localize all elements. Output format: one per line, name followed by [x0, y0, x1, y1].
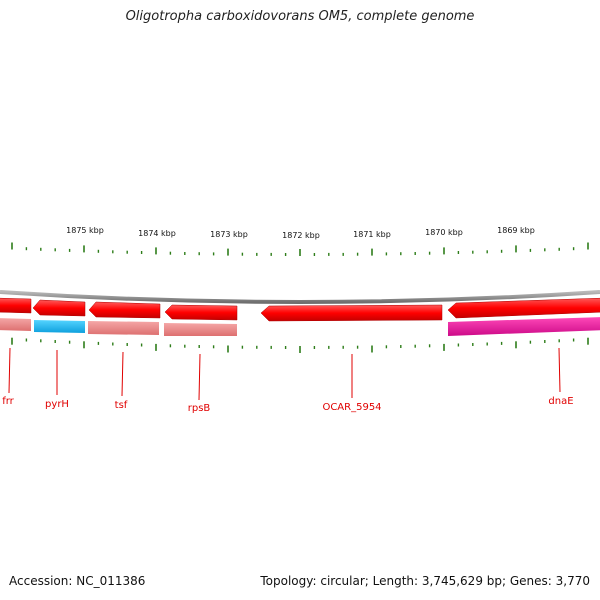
- cds-arrow-rpsB: [164, 304, 238, 321]
- genome-summary-text: Topology: circular; Length: 3,745,629 bp…: [260, 574, 590, 588]
- gene-labels: frr pyrH tsf rpsB OCAR_5954 dnaE: [2, 396, 573, 414]
- gene-label-tsf: tsf: [115, 400, 128, 411]
- kbp-label: 1873 kbp: [210, 230, 248, 239]
- accession-text: Accession: NC_011386: [9, 574, 146, 588]
- scale-ticks-top: [11, 242, 589, 256]
- feature-bar-rpsB: [164, 323, 237, 336]
- scale-ticks-bottom: [11, 337, 589, 353]
- feature-bar-dnaE: [448, 317, 600, 336]
- leader-line-rpsB: [198, 353, 201, 401]
- genome-backbone: [0, 290, 600, 304]
- cds-arrow-tsf: [88, 301, 161, 319]
- cds-arrow-dnaE: [447, 297, 600, 319]
- cds-arrow-frr: [0, 297, 32, 314]
- feature-bar-pyrH: [34, 320, 85, 333]
- gene-label-rpsB: rpsB: [188, 403, 211, 414]
- feature-track-lower: [0, 317, 600, 336]
- gene-leader-lines: [8, 347, 561, 401]
- cds-arrow-pyrH: [32, 299, 86, 317]
- cds-track-upper: [0, 297, 600, 322]
- kbp-label: 1875 kbp: [66, 226, 104, 235]
- kbp-label: 1872 kbp: [282, 231, 320, 240]
- kbp-label: 1869 kbp: [497, 226, 535, 235]
- kbp-tick-labels: 1875 kbp 1874 kbp 1873 kbp 1872 kbp 1871…: [66, 226, 535, 240]
- cds-arrow-OCAR_5954: [260, 304, 443, 322]
- kbp-label: 1874 kbp: [138, 229, 176, 238]
- map-title: Oligotropha carboxidovorans OM5, complet…: [125, 9, 475, 24]
- kbp-label: 1871 kbp: [353, 230, 391, 239]
- gene-label-dnaE: dnaE: [548, 396, 573, 407]
- gene-label-OCAR_5954: OCAR_5954: [322, 402, 381, 413]
- feature-bar-tsf: [88, 321, 159, 335]
- leader-line-tsf: [121, 351, 124, 397]
- kbp-label: 1870 kbp: [425, 228, 463, 237]
- gene-label-frr: frr: [2, 396, 14, 407]
- leader-line-frr: [8, 347, 11, 394]
- feature-bar-frr: [0, 318, 31, 331]
- leader-line-dnaE: [558, 347, 561, 393]
- gene-label-pyrH: pyrH: [45, 399, 69, 410]
